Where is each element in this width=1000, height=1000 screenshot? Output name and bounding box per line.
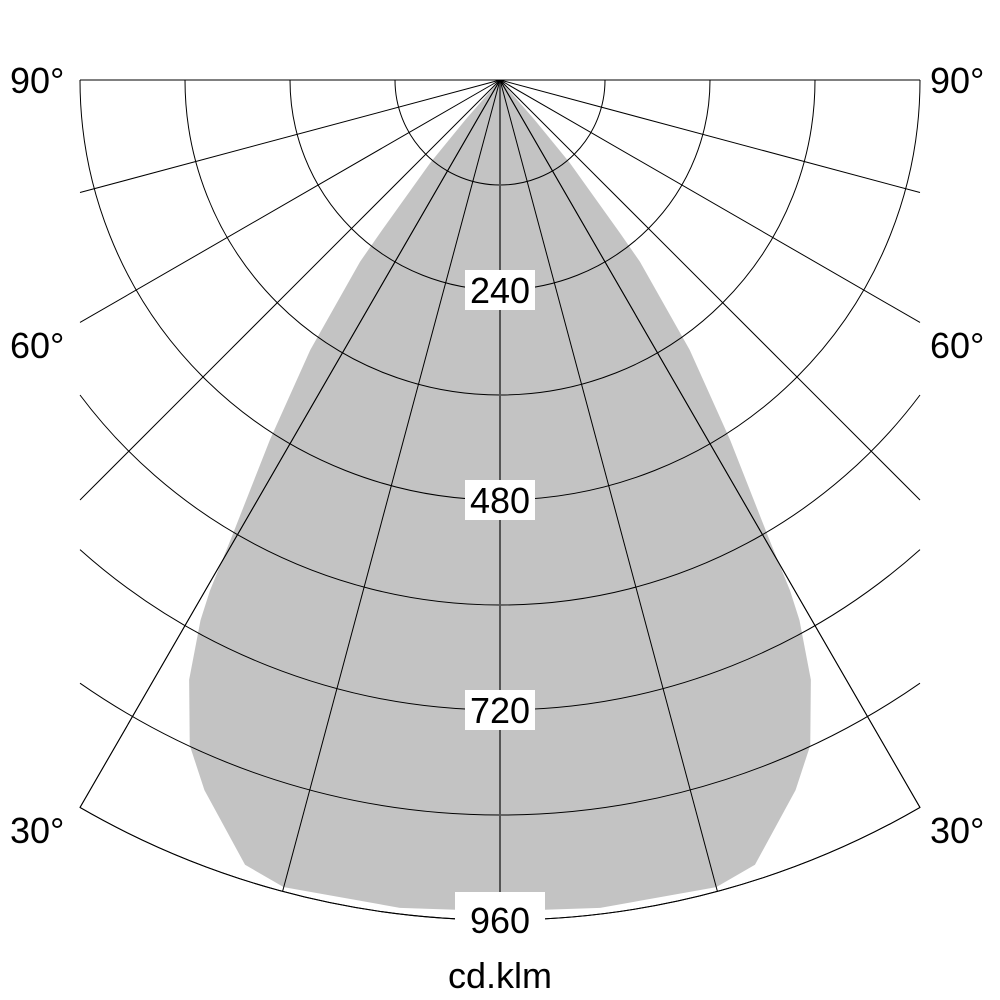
radial-label-bg [465, 270, 535, 310]
radial-label-720: 720 [470, 690, 530, 731]
radial-label-bg [465, 690, 535, 730]
angle-line--75 [79, 79, 501, 194]
angle-label-left-60: 60° [10, 325, 64, 366]
angle-label-left-90: 90° [10, 60, 64, 101]
radial-label-480: 480 [470, 480, 530, 521]
angle-label-right-60: 60° [930, 325, 984, 366]
angle-line--15 [282, 79, 501, 892]
angle-label-right-30: 30° [930, 810, 984, 851]
radial-label-240: 240 [470, 270, 530, 311]
angle-line-60 [499, 79, 921, 323]
radial-label-960: 960 [470, 900, 530, 941]
angle-line--45 [79, 79, 501, 501]
unit-label: cd.klm [448, 955, 552, 996]
angle-label-right-90: 90° [930, 60, 984, 101]
angle-line-15 [499, 79, 718, 892]
radial-label-bg [465, 480, 535, 520]
angle-line-75 [499, 79, 921, 194]
angle-line--60 [79, 79, 501, 323]
radial-label-bg [455, 892, 545, 940]
angle-label-left-30: 30° [10, 810, 64, 851]
angle-line-45 [499, 79, 921, 501]
